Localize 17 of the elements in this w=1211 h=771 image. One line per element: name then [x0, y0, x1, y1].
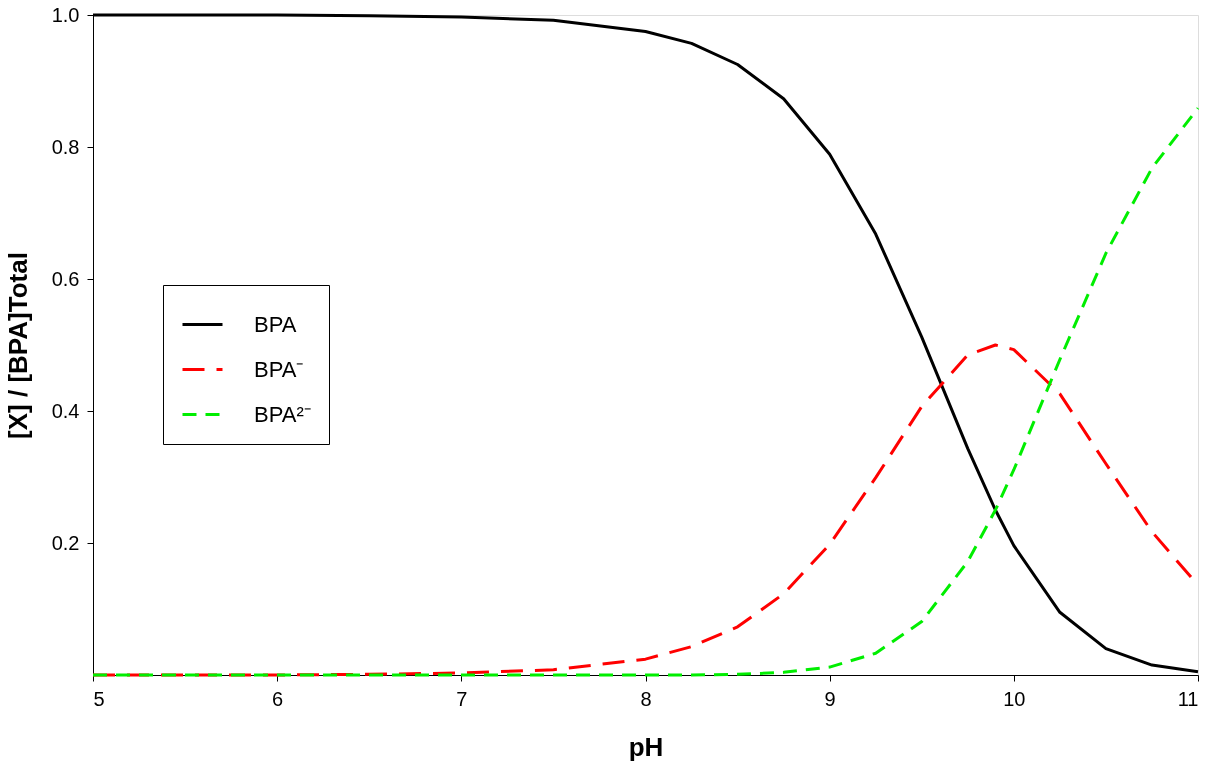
y-tick-label: 0.2	[51, 531, 80, 554]
x-tick-label: 9	[824, 687, 836, 710]
x-axis-title: pH	[628, 731, 664, 762]
x-tick-label: 10	[1003, 687, 1026, 710]
x-tick-label: 5	[93, 687, 105, 710]
x-tick-label: 7	[456, 687, 468, 710]
y-tick-label: 0.4	[51, 399, 80, 422]
x-tick-label: 8	[640, 687, 652, 710]
y-tick-label: 0.8	[51, 135, 80, 158]
y-axis-title: [X] / [BPA]Total	[2, 252, 33, 439]
legend-label: BPA	[254, 311, 297, 337]
y-tick-label: 0.6	[51, 267, 80, 290]
y-tick-label: 1.0	[51, 3, 80, 26]
legend-label: BPA⁻	[254, 356, 304, 382]
legend-label: BPA²⁻	[254, 401, 311, 427]
x-tick-label: 6	[272, 687, 284, 710]
x-tick-label: 11	[1177, 687, 1199, 710]
